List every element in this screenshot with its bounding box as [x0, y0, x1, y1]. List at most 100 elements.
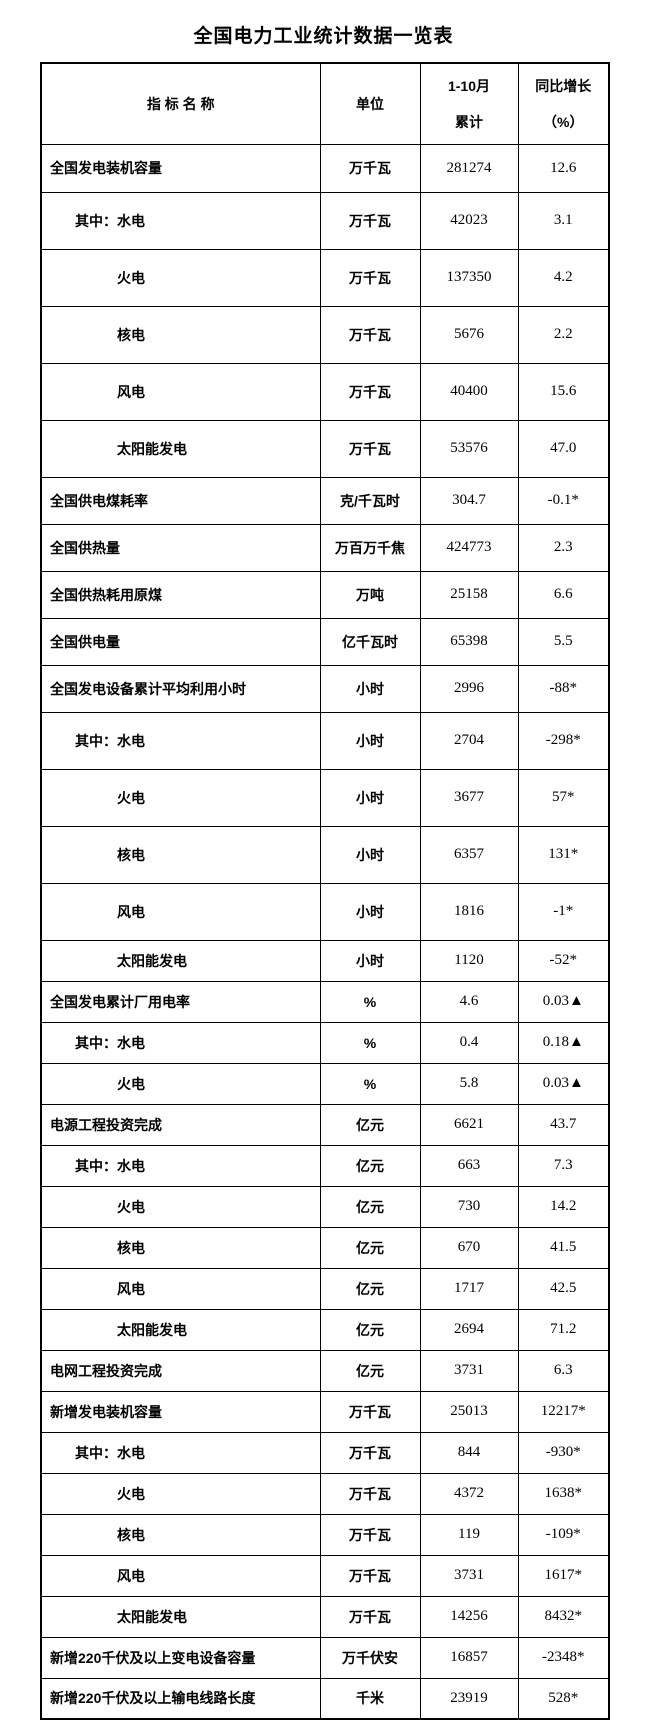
unit-cell: 千米 — [319, 1677, 421, 1720]
unit-cell: 亿千瓦时 — [319, 617, 421, 666]
page-title: 全国电力工业统计数据一览表 — [193, 26, 454, 47]
col-header-indicator: 指 标 名 称 — [40, 62, 321, 145]
table-row: 火电 小时 3677 57* — [40, 768, 610, 827]
growth-cell: 0.03▲ — [517, 1062, 610, 1105]
value-cell: 2704 — [419, 711, 519, 770]
growth-cell: 41.5 — [517, 1226, 610, 1269]
value-cell: 730 — [419, 1185, 519, 1228]
value-cell: 42023 — [419, 191, 519, 250]
table-row: 太阳能发电 小时 1120 -52* — [40, 939, 610, 982]
col-header-unit: 单位 — [319, 62, 421, 145]
unit-cell: 亿元 — [319, 1144, 421, 1187]
table-row: 全国供热耗用原煤 万吨 25158 6.6 — [40, 570, 610, 619]
unit-cell: 万千瓦 — [319, 305, 421, 364]
growth-cell: 47.0 — [517, 419, 610, 478]
unit-cell: 亿元 — [319, 1185, 421, 1228]
unit-cell: 万百万千焦 — [319, 523, 421, 572]
growth-cell: 42.5 — [517, 1267, 610, 1310]
growth-cell: 0.03▲ — [517, 980, 610, 1023]
table-row: 火电 亿元 730 14.2 — [40, 1185, 610, 1228]
table-row: 全国发电累计厂用电率% 4.6 0.03▲ — [40, 980, 610, 1023]
indicator-cell: 太阳能发电 — [40, 1595, 321, 1638]
table-row: 全国发电装机容量 万千瓦 281274 12.6 — [40, 143, 610, 193]
indicator-cell: 火电 — [40, 1185, 321, 1228]
unit-cell: 万千瓦 — [319, 1554, 421, 1597]
indicator-cell: 火电 — [40, 1472, 321, 1515]
value-cell: 844 — [419, 1431, 519, 1474]
table-body: 全国发电装机容量 万千瓦 281274 12.6 其中：水电 万千瓦 42023 3.1 火电万… — [40, 143, 610, 1720]
indicator-cell: 新增220千伏及以上输电线路长度 — [40, 1677, 321, 1720]
col-header-period: 1-10月 累计 — [419, 62, 519, 145]
unit-cell: 克/千瓦时 — [319, 476, 421, 525]
value-cell: 23919 — [419, 1677, 519, 1720]
growth-cell: 6.6 — [517, 570, 610, 619]
col-header-growth-line1: 同比增长 — [535, 77, 592, 94]
table-row: 全国供热量 万百万千焦 424773 2.3 — [40, 523, 610, 572]
table-row: 其中：水电 万千瓦 844 -930* — [40, 1431, 610, 1474]
indicator-cell: 风电 — [40, 1554, 321, 1597]
indicator-cell: 新增发电装机容量 — [40, 1390, 321, 1433]
table-row: 全国发电设备累计平均利用小时 小时 2996 -88* — [40, 664, 610, 713]
table-row: 新增220千伏及以上输电线路长度 千米 23919 528* — [40, 1677, 610, 1720]
unit-cell: % — [319, 980, 421, 1023]
table-row: 太阳能发电 万千瓦 14256 8432* — [40, 1595, 610, 1638]
value-cell: 25013 — [419, 1390, 519, 1433]
growth-cell: 1617* — [517, 1554, 610, 1597]
value-cell: 1120 — [419, 939, 519, 982]
table-row: 全国供电煤耗率 克/千瓦时 304.7 -0.1* — [40, 476, 610, 525]
unit-cell: 万千瓦 — [319, 1390, 421, 1433]
growth-cell: 6.3 — [517, 1349, 610, 1392]
table-row: 全国供电量 亿千瓦时 65398 5.5 — [40, 617, 610, 666]
indicator-cell: 核电 — [40, 825, 321, 884]
unit-cell: % — [319, 1062, 421, 1105]
value-cell: 1816 — [419, 882, 519, 941]
value-cell: 3677 — [419, 768, 519, 827]
unit-cell: 亿元 — [319, 1103, 421, 1146]
unit-cell: 万千瓦 — [319, 362, 421, 421]
indicator-cell: 其中：水电 — [40, 1144, 321, 1187]
growth-cell: 8432* — [517, 1595, 610, 1638]
indicator-cell: 新增220千伏及以上变电设备容量 — [40, 1636, 321, 1679]
value-cell: 25158 — [419, 570, 519, 619]
growth-cell: 3.1 — [517, 191, 610, 250]
unit-cell: 小时 — [319, 825, 421, 884]
table-row: 电源工程投资完成 亿元 6621 43.7 — [40, 1103, 610, 1146]
table-row: 核电 万千瓦 119 -109* — [40, 1513, 610, 1556]
value-cell: 5.8 — [419, 1062, 519, 1105]
indicator-cell: 其中：水电 — [40, 191, 321, 250]
value-cell: 304.7 — [419, 476, 519, 525]
growth-cell: 2.2 — [517, 305, 610, 364]
indicator-cell: 火电 — [40, 1062, 321, 1105]
indicator-cell: 其中：水电 — [40, 1431, 321, 1474]
value-cell: 6621 — [419, 1103, 519, 1146]
indicator-cell: 全国发电设备累计平均利用小时 — [40, 664, 321, 713]
indicator-cell: 其中：水电 — [40, 1021, 321, 1064]
table-row: 核电 万千瓦 5676 2.2 — [40, 305, 610, 364]
table-row: 风电 亿元 1717 42.5 — [40, 1267, 610, 1310]
growth-cell: 2.3 — [517, 523, 610, 572]
growth-cell: -109* — [517, 1513, 610, 1556]
unit-cell: 小时 — [319, 939, 421, 982]
growth-cell: -0.1* — [517, 476, 610, 525]
unit-cell: 小时 — [319, 664, 421, 713]
col-header-growth-line2: （%） — [543, 113, 584, 130]
value-cell: 5676 — [419, 305, 519, 364]
unit-cell: 亿元 — [319, 1308, 421, 1351]
value-cell: 3731 — [419, 1554, 519, 1597]
value-cell: 2694 — [419, 1308, 519, 1351]
unit-cell: 万千瓦 — [319, 143, 421, 193]
value-cell: 670 — [419, 1226, 519, 1269]
unit-cell: 万千瓦 — [319, 1595, 421, 1638]
value-cell: 2996 — [419, 664, 519, 713]
indicator-cell: 全国供电量 — [40, 617, 321, 666]
table-row: 其中：水电% 0.4 0.18▲ — [40, 1021, 610, 1064]
growth-cell: 12.6 — [517, 143, 610, 193]
unit-cell: 万千瓦 — [319, 1513, 421, 1556]
indicator-cell: 风电 — [40, 882, 321, 941]
growth-cell: 71.2 — [517, 1308, 610, 1351]
table-row: 太阳能发电 万千瓦 53576 47.0 — [40, 419, 610, 478]
value-cell: 6357 — [419, 825, 519, 884]
indicator-cell: 太阳能发电 — [40, 1308, 321, 1351]
table-row: 新增220千伏及以上变电设备容量 万千伏安 16857 -2348* — [40, 1636, 610, 1679]
indicator-cell: 其中：水电 — [40, 711, 321, 770]
